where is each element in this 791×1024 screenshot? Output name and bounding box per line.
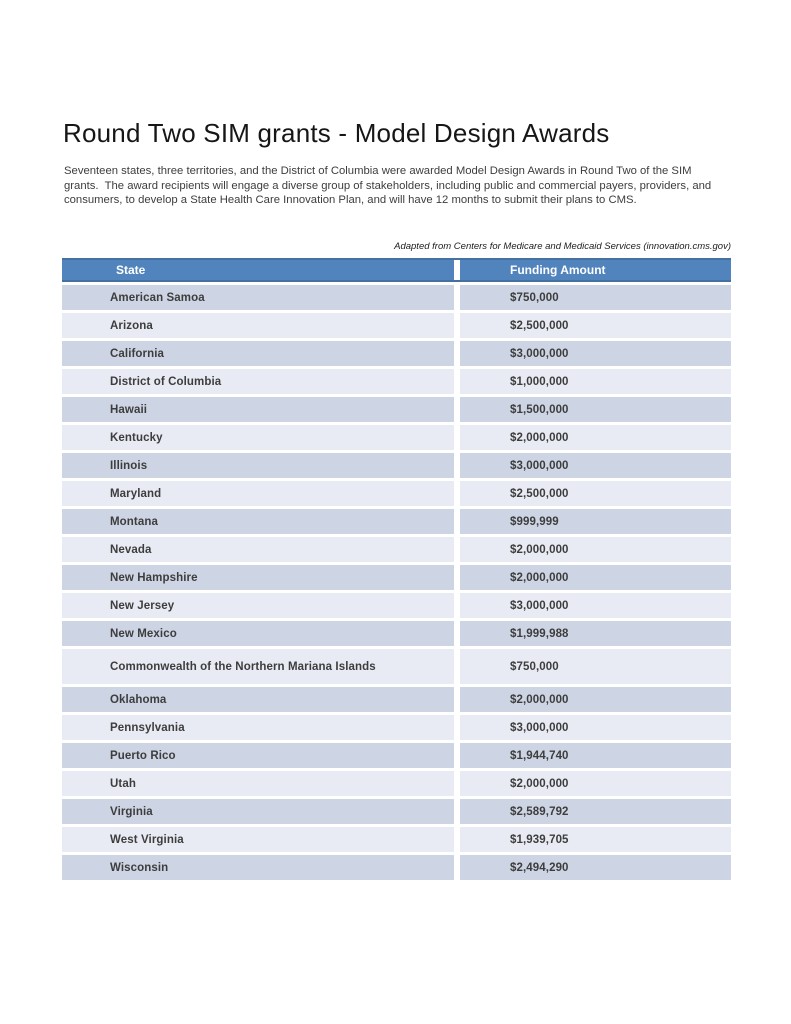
state-cell: Kentucky xyxy=(62,425,460,450)
state-cell: Oklahoma xyxy=(62,687,460,712)
column-header-state: State xyxy=(62,260,460,280)
funding-amount-cell: $2,494,290 xyxy=(460,855,731,880)
table-row: Commonwealth of the Northern Mariana Isl… xyxy=(62,649,731,684)
table-row: Maryland $2,500,000 xyxy=(62,481,731,506)
funding-amount-cell: $1,999,988 xyxy=(460,621,731,646)
funding-amount-cell: $2,589,792 xyxy=(460,799,731,824)
table-row: Puerto Rico $1,944,740 xyxy=(62,743,731,768)
funding-amount-cell: $2,500,000 xyxy=(460,481,731,506)
state-cell: Commonwealth of the Northern Mariana Isl… xyxy=(62,649,460,684)
state-cell: District of Columbia xyxy=(62,369,460,394)
state-cell: Nevada xyxy=(62,537,460,562)
table-row: Pennsylvania $3,000,000 xyxy=(62,715,731,740)
funding-amount-cell: $3,000,000 xyxy=(460,341,731,366)
page-title: Round Two SIM grants - Model Design Awar… xyxy=(63,118,610,148)
table-row: Nevada $2,000,000 xyxy=(62,537,731,562)
state-cell: Puerto Rico xyxy=(62,743,460,768)
intro-paragraph: Seventeen states, three territories, and… xyxy=(64,164,764,208)
table-row: Oklahoma $2,000,000 xyxy=(62,687,731,712)
table-header-row: State Funding Amount xyxy=(62,258,731,282)
table-row: Hawaii $1,500,000 xyxy=(62,397,731,422)
table-row: District of Columbia $1,000,000 xyxy=(62,369,731,394)
table-row: American Samoa $750,000 xyxy=(62,285,731,310)
table-row: Kentucky $2,000,000 xyxy=(62,425,731,450)
table-row: New Hampshire $2,000,000 xyxy=(62,565,731,590)
state-cell: Illinois xyxy=(62,453,460,478)
table-row: California $3,000,000 xyxy=(62,341,731,366)
table-row: New Jersey $3,000,000 xyxy=(62,593,731,618)
column-header-funding-amount: Funding Amount xyxy=(510,263,606,277)
state-cell: West Virginia xyxy=(62,827,460,852)
table-row: Montana $999,999 xyxy=(62,509,731,534)
table-body: American Samoa $750,000 Arizona $2,500,000 C… xyxy=(62,285,731,880)
table-row: New Mexico $1,999,988 xyxy=(62,621,731,646)
funding-amount-cell: $1,939,705 xyxy=(460,827,731,852)
attribution-note: Adapted from Centers for Medicare and Me… xyxy=(394,241,731,252)
funding-amount-cell: $2,500,000 xyxy=(460,313,731,338)
state-cell: Arizona xyxy=(62,313,460,338)
intro-line: consumers, to develop a State Health Car… xyxy=(64,194,637,207)
funding-amount-cell: $3,000,000 xyxy=(460,715,731,740)
table-row: Illinois $3,000,000 xyxy=(62,453,731,478)
state-cell: Wisconsin xyxy=(62,855,460,880)
state-cell: Hawaii xyxy=(62,397,460,422)
intro-line: grants. The award recipients will engage… xyxy=(64,179,712,192)
grants-table: State Funding Amount American Samoa $750,… xyxy=(62,258,731,883)
table-row: Wisconsin $2,494,290 xyxy=(62,855,731,880)
table-row: Arizona $2,500,000 xyxy=(62,313,731,338)
funding-amount-cell: $1,000,000 xyxy=(460,369,731,394)
funding-amount-cell: $750,000 xyxy=(460,649,731,684)
funding-amount-cell: $999,999 xyxy=(460,509,731,534)
funding-amount-cell: $750,000 xyxy=(460,285,731,310)
funding-amount-cell: $2,000,000 xyxy=(460,565,731,590)
funding-amount-cell: $3,000,000 xyxy=(460,593,731,618)
state-cell: Maryland xyxy=(62,481,460,506)
table-row: Utah $2,000,000 xyxy=(62,771,731,796)
state-cell: Montana xyxy=(62,509,460,534)
state-cell: New Hampshire xyxy=(62,565,460,590)
state-cell: California xyxy=(62,341,460,366)
intro-line: Seventeen states, three territories, and… xyxy=(64,165,692,177)
state-cell: Virginia xyxy=(62,799,460,824)
state-cell: New Jersey xyxy=(62,593,460,618)
state-cell: Pennsylvania xyxy=(62,715,460,740)
funding-amount-cell: $2,000,000 xyxy=(460,771,731,796)
table-row: Virginia $2,589,792 xyxy=(62,799,731,824)
funding-amount-cell: $1,500,000 xyxy=(460,397,731,422)
table-row: West Virginia $1,939,705 xyxy=(62,827,731,852)
funding-amount-cell: $2,000,000 xyxy=(460,537,731,562)
funding-amount-cell: $3,000,000 xyxy=(460,453,731,478)
funding-amount-cell: $1,944,740 xyxy=(460,743,731,768)
state-cell: Utah xyxy=(62,771,460,796)
state-cell: New Mexico xyxy=(62,621,460,646)
funding-amount-cell: $2,000,000 xyxy=(460,425,731,450)
funding-amount-cell: $2,000,000 xyxy=(460,687,731,712)
state-cell: American Samoa xyxy=(62,285,460,310)
